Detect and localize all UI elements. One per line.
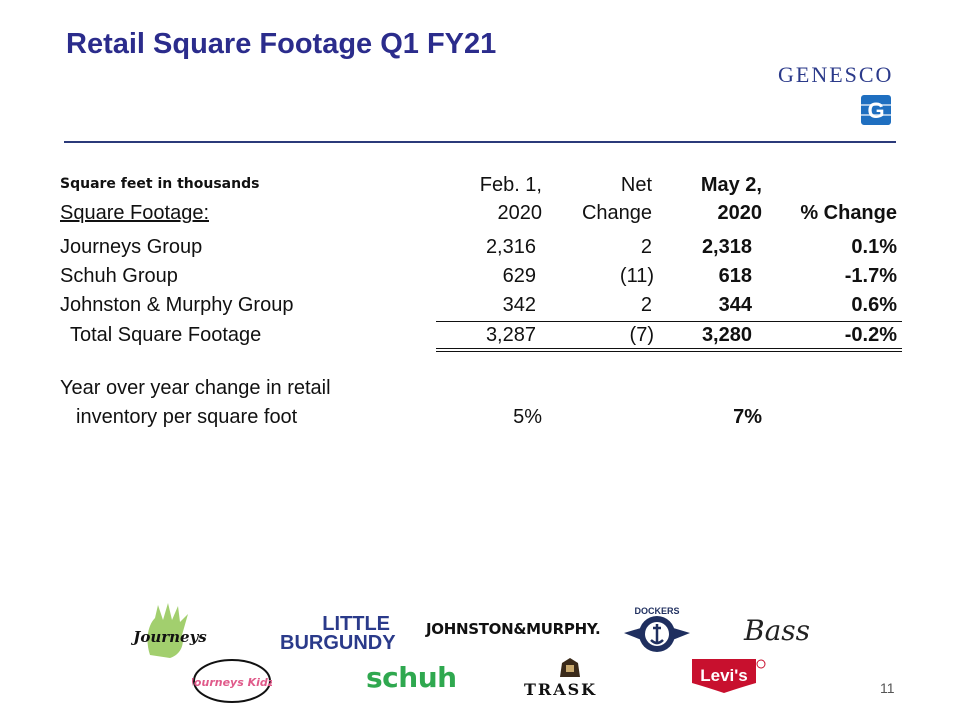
slide-title: Retail Square Footage Q1 FY21 (66, 28, 497, 60)
col-pct-header: % Change (800, 202, 897, 224)
units-note: Square feet in thousands (60, 176, 260, 192)
svg-text:DOCKERS: DOCKERS (634, 606, 679, 616)
cell-net: (7) (629, 324, 654, 346)
cell-may: 618 (718, 265, 752, 287)
svg-text:Journeys: Journeys (130, 628, 207, 646)
journeys-kidz-logo: Journeys Kidz (192, 659, 272, 703)
cell-feb: 629 (502, 265, 536, 287)
levis-logo: Levi's (692, 659, 766, 693)
trask-logo: TRASK (524, 680, 598, 699)
col-net-header-2: Change (581, 202, 652, 224)
total-top-rule (436, 321, 902, 322)
row-label-journeys: Journeys Group (60, 236, 203, 258)
cell-feb: 2,316 (485, 236, 536, 258)
johnston-murphy-logo: JOHNSTON&MURPHY. (426, 620, 601, 638)
cell-may: 2,318 (701, 236, 752, 258)
dockers-logo: DOCKERS (624, 606, 690, 652)
row-label-total: Total Square Footage (70, 324, 262, 346)
cell-net: 2 (640, 236, 652, 258)
cell-pct: 0.1% (851, 236, 897, 258)
cell-feb: 342 (502, 294, 536, 316)
page-number: 11 (880, 680, 895, 696)
cell-net: 2 (640, 294, 652, 316)
header-divider (64, 141, 896, 143)
col-may-header-1: May 2, (700, 174, 762, 196)
total-bottom-rule-2 (436, 351, 902, 352)
journeys-logo: Journeys (130, 603, 207, 658)
yoy-may: 7% (733, 406, 762, 428)
schuh-logo: schuh (366, 661, 457, 694)
col-may-header-2: 2020 (717, 202, 763, 224)
cell-may: 344 (718, 294, 752, 316)
row-label-johnston-murphy: Johnston & Murphy Group (60, 294, 294, 316)
bass-logo: Bass (744, 614, 811, 647)
cell-feb: 3,287 (485, 324, 536, 346)
svg-text:Levi's: Levi's (700, 666, 748, 685)
yoy-label-line2: inventory per square foot (76, 406, 298, 428)
svg-text:Journeys Kidz: Journeys Kidz (192, 676, 272, 689)
yoy-label-line1: Year over year change in retail (60, 377, 331, 399)
cell-pct: 0.6% (851, 294, 897, 316)
row-header-label: Square Footage: (60, 202, 209, 224)
col-feb-header-2: 2020 (497, 202, 543, 224)
col-net-header-1: Net (620, 174, 652, 196)
little-burgundy-line1: LITTLE (322, 613, 390, 635)
svg-text:G: G (867, 98, 884, 123)
total-bottom-rule-1 (436, 348, 902, 349)
cell-pct: -1.7% (844, 265, 897, 287)
cell-net: (11) (619, 265, 654, 287)
col-feb-header-1: Feb. 1, (479, 174, 542, 196)
trask-crest-icon (560, 658, 580, 677)
yoy-feb: 5% (513, 406, 542, 428)
genesco-g-logo-icon: G (861, 95, 891, 125)
little-burgundy-line2: BURGUNDY (280, 632, 396, 654)
little-burgundy-logo: LITTLE BURGUNDY (280, 613, 396, 654)
cell-may: 3,280 (701, 324, 752, 346)
cell-pct: -0.2% (844, 324, 897, 346)
row-label-schuh: Schuh Group (60, 265, 178, 287)
genesco-wordmark: GENESCO (778, 62, 894, 87)
